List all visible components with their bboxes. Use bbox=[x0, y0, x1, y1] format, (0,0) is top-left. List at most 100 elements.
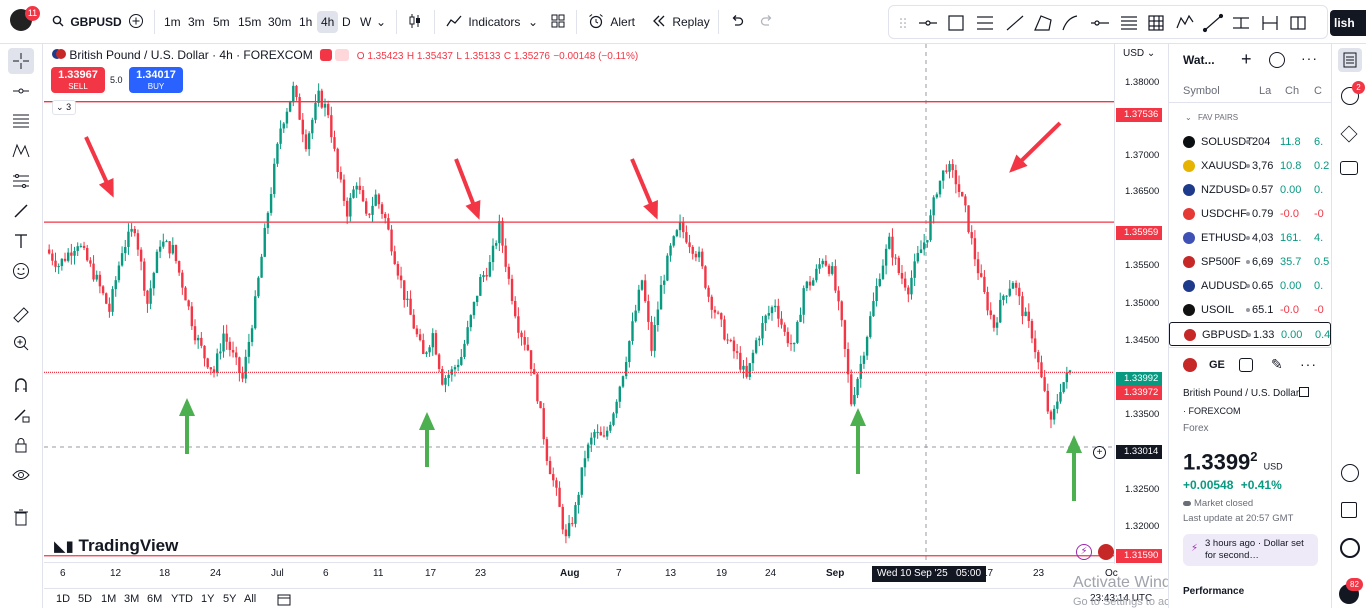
undo-button[interactable] bbox=[730, 11, 744, 33]
range-ytd[interactable]: YTD bbox=[171, 593, 193, 605]
watchlist-row[interactable]: GBPUSD 1.33 0.00 0.4 bbox=[1169, 322, 1331, 346]
details-edit-icon[interactable]: ✎ bbox=[1271, 356, 1283, 372]
goto-date-button[interactable] bbox=[277, 593, 291, 608]
indicators-button[interactable]: Indicators bbox=[446, 11, 520, 33]
interval-1m[interactable]: 1m bbox=[164, 15, 181, 29]
col-chg[interactable]: Ch bbox=[1285, 85, 1300, 97]
trendline-tool[interactable] bbox=[8, 78, 34, 104]
watchlist-row[interactable]: SP500F 6,69 35.7 0.5 bbox=[1169, 250, 1331, 274]
alert-button[interactable]: Alert bbox=[588, 11, 635, 33]
time-axis[interactable]: 6 12 18 24 Jul 6 11 17 23 Aug 7 13 19 24… bbox=[44, 562, 1118, 586]
lock-drawings-tool[interactable] bbox=[8, 432, 34, 458]
range-1d[interactable]: 1D bbox=[56, 593, 71, 605]
watchlist-row[interactable]: USOIL 65.1 -0.0 -0 bbox=[1169, 298, 1331, 322]
col-chgp[interactable]: C bbox=[1314, 85, 1322, 97]
buy-button[interactable]: 1.34017 BUY bbox=[129, 67, 183, 93]
interval-30m[interactable]: 30m bbox=[268, 15, 292, 29]
watchlist-row[interactable]: USDCHF 0.79 -0.0 -0 bbox=[1169, 202, 1331, 226]
news-card[interactable]: ⚡ 3 hours ago · Dollar set for second… bbox=[1183, 534, 1318, 566]
interval-3m[interactable]: 3m bbox=[188, 15, 205, 29]
alerts-tab-icon[interactable] bbox=[1341, 87, 1359, 105]
status-dot bbox=[1246, 140, 1250, 144]
watchlist-row[interactable]: XAUUSD 3,76 10.8 0.2 bbox=[1169, 154, 1331, 178]
section-header[interactable]: ⌄ FAV PAIRS bbox=[1185, 113, 1238, 122]
calendar-icon[interactable] bbox=[1341, 502, 1357, 518]
indicators-dropdown[interactable]: ⌄ bbox=[528, 15, 539, 29]
col-symbol[interactable]: Symbol bbox=[1183, 85, 1220, 97]
symbol-search-button[interactable]: GBPUSD bbox=[52, 11, 122, 33]
watchlist-row[interactable]: AUDUSD 0.65 0.00 0. bbox=[1169, 274, 1331, 298]
range-all[interactable]: All bbox=[244, 593, 257, 605]
utc-clock[interactable]: 23:43:14 UTC bbox=[1090, 593, 1153, 604]
col-last[interactable]: La bbox=[1259, 85, 1272, 97]
forecast-tool[interactable] bbox=[8, 168, 34, 194]
advanced-view-icon[interactable] bbox=[1269, 52, 1285, 68]
measure-tool[interactable] bbox=[8, 302, 34, 328]
fib-tool[interactable] bbox=[8, 108, 34, 134]
interval-5m[interactable]: 5m bbox=[213, 15, 230, 29]
watchlist-row[interactable]: NZDUSD 0.57 0.00 0. bbox=[1169, 178, 1331, 202]
details-exchange[interactable]: · FOREXCOM bbox=[1183, 406, 1241, 416]
chart-type-button[interactable] bbox=[408, 11, 422, 33]
range-5y[interactable]: 5Y bbox=[223, 593, 237, 605]
layouts-button[interactable] bbox=[551, 11, 565, 33]
remove-drawings-tool[interactable] bbox=[8, 504, 34, 530]
candle-body bbox=[853, 395, 856, 405]
chart-pane[interactable]: British Pound / U.S. Dollar · 4h · FOREX… bbox=[44, 44, 1164, 590]
details-name[interactable]: British Pound / U.S. Dollar bbox=[1183, 388, 1300, 399]
interval-d[interactable]: D bbox=[342, 15, 351, 29]
help-icon[interactable] bbox=[1340, 538, 1360, 558]
watchlist-row[interactable]: SOLUSDT 204 11.8 6. bbox=[1169, 130, 1331, 154]
polyline-tool-icon bbox=[1034, 15, 1052, 31]
publish-button[interactable]: lish bbox=[1330, 10, 1366, 36]
row-change-pct: 0. bbox=[1314, 280, 1324, 292]
layers-icon[interactable] bbox=[1340, 125, 1358, 143]
magnet-tool[interactable] bbox=[8, 372, 34, 398]
details-symbol[interactable]: GE bbox=[1209, 359, 1225, 371]
range-1y[interactable]: 1Y bbox=[201, 593, 215, 605]
stay-drawing-tool[interactable] bbox=[8, 402, 34, 428]
interval-1h[interactable]: 1h bbox=[299, 15, 313, 29]
currency-selector[interactable]: USD ⌄ bbox=[1123, 48, 1155, 59]
patterns-tool[interactable] bbox=[8, 138, 34, 164]
details-layout-icon[interactable] bbox=[1239, 358, 1253, 372]
external-link-icon[interactable] bbox=[1299, 387, 1309, 397]
range-6m[interactable]: 6M bbox=[147, 593, 163, 605]
details-more-icon[interactable]: ··· bbox=[1300, 356, 1317, 372]
interval-w[interactable]: W bbox=[360, 15, 372, 29]
target-icon[interactable] bbox=[1341, 464, 1359, 482]
brush-tool[interactable] bbox=[8, 198, 34, 224]
row-last: 0.65 bbox=[1252, 280, 1274, 292]
range-5d[interactable]: 5D bbox=[78, 593, 93, 605]
redo-button[interactable] bbox=[760, 11, 774, 33]
watchlist-title[interactable]: Wat... bbox=[1183, 53, 1215, 67]
lightning-icon[interactable]: ⚡ bbox=[1076, 544, 1092, 560]
chart-canvas[interactable] bbox=[44, 44, 1114, 562]
more-options-icon[interactable]: ··· bbox=[1301, 50, 1318, 66]
chart-title[interactable]: British Pound / U.S. Dollar · 4h · FOREX… bbox=[69, 48, 313, 62]
flag-icon[interactable] bbox=[1098, 544, 1114, 560]
price-axis[interactable]: USD ⌄ 1.38000 1.37000 1.36500 1.35500 1.… bbox=[1093, 44, 1166, 564]
range-3m[interactable]: 3M bbox=[124, 593, 140, 605]
replay-button[interactable]: Replay bbox=[652, 11, 710, 33]
intervals-dropdown[interactable]: ⌄ bbox=[376, 15, 387, 29]
hide-drawings-tool[interactable] bbox=[8, 462, 34, 488]
add-alert-plus-icon[interactable]: + bbox=[1093, 446, 1106, 459]
sell-button[interactable]: 1.33967 SELL bbox=[51, 67, 105, 93]
watchlist-tab-icon[interactable] bbox=[1338, 48, 1362, 72]
chat-icon[interactable] bbox=[1340, 161, 1358, 175]
interval-4h[interactable]: 4h bbox=[317, 11, 339, 33]
candle-body bbox=[412, 314, 415, 329]
performance-title[interactable]: Performance bbox=[1183, 586, 1245, 597]
zoom-tool[interactable] bbox=[8, 330, 34, 356]
crosshair-tool[interactable] bbox=[8, 48, 34, 74]
watchlist-row[interactable]: ETHUSD 4,03 161. 4. bbox=[1169, 226, 1331, 250]
interval-15m[interactable]: 15m bbox=[238, 15, 262, 29]
icon-tool[interactable] bbox=[8, 258, 34, 284]
text-tool[interactable] bbox=[8, 228, 34, 254]
row-last: 3,76 bbox=[1252, 160, 1274, 172]
indicators-toggle[interactable]: ⌄ 3 bbox=[52, 100, 76, 115]
range-1m[interactable]: 1M bbox=[101, 593, 117, 605]
compare-symbol-button[interactable] bbox=[128, 11, 144, 33]
add-symbol-button[interactable]: + bbox=[1241, 49, 1252, 69]
